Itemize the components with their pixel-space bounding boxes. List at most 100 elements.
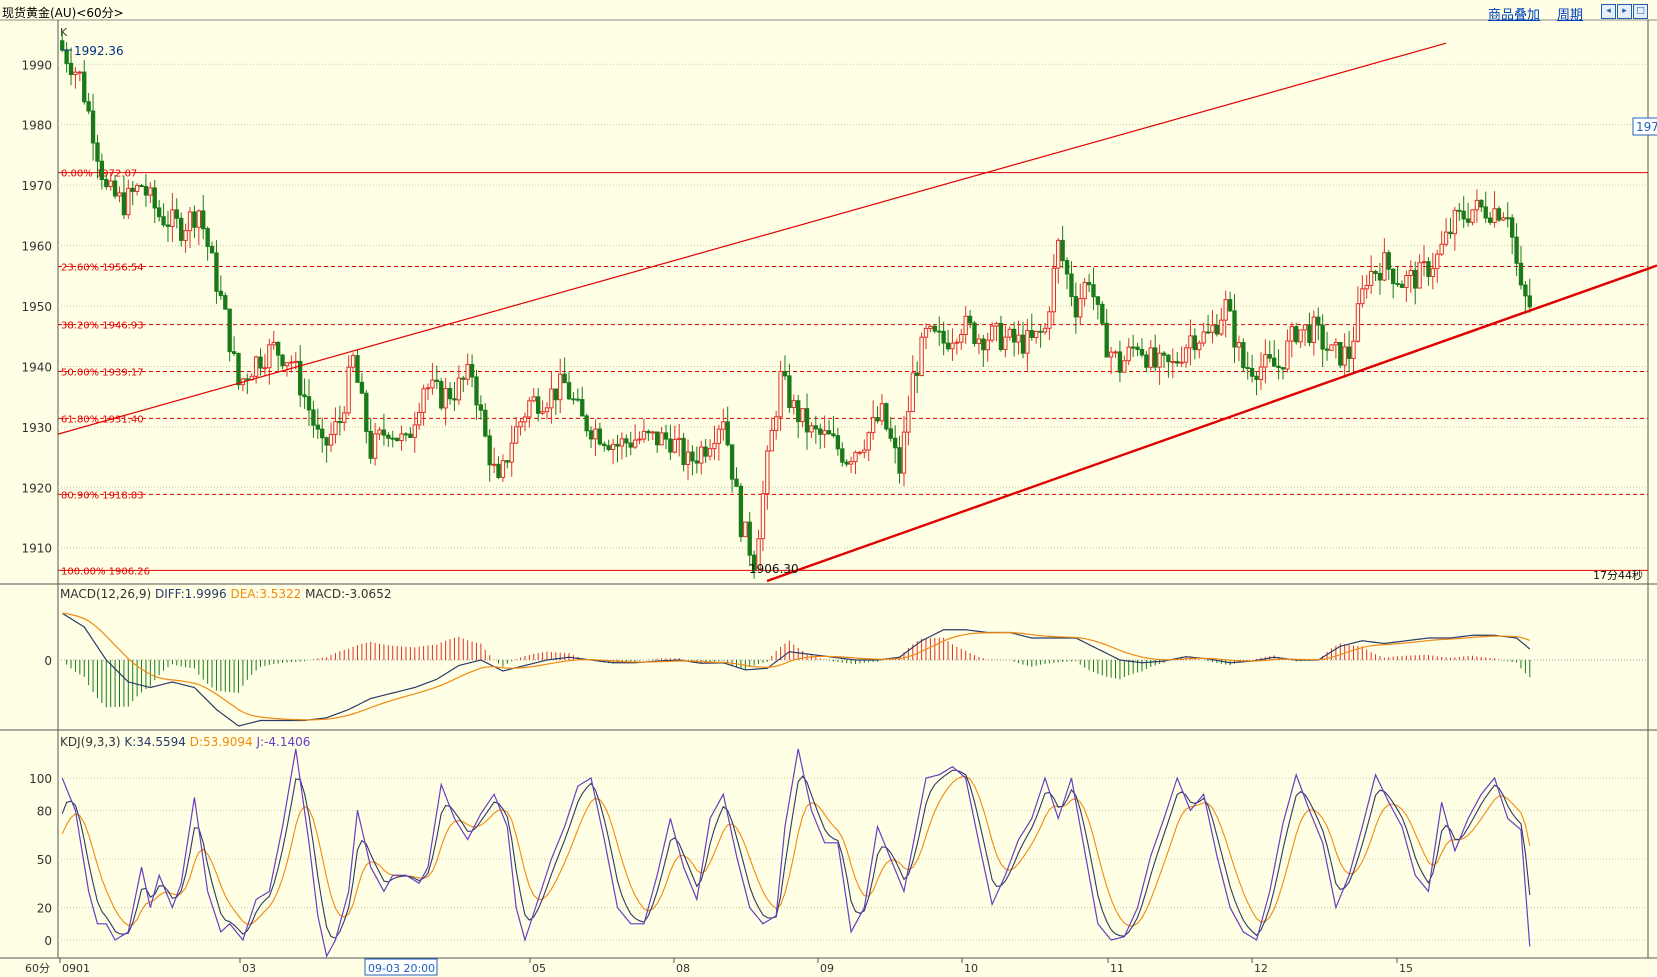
- candle-body: [721, 421, 726, 430]
- x-tick-label: 05: [532, 962, 546, 975]
- macd-legend-part: DEA:3.5322: [227, 587, 302, 601]
- scroll-right-icon[interactable]: ▸: [1617, 4, 1632, 19]
- candle-body: [1298, 329, 1303, 343]
- candle-body: [1219, 319, 1224, 335]
- current-price-label: 1978.02: [1636, 120, 1657, 134]
- candle-body: [1320, 324, 1325, 350]
- macd-legend-part: DIFF:1.9996: [151, 587, 227, 601]
- y-tick-label: 1950: [21, 300, 52, 314]
- candle-body: [1161, 352, 1167, 356]
- candle-body: [901, 431, 907, 474]
- candle-body: [1100, 303, 1105, 324]
- candle-body: [1501, 217, 1506, 221]
- candle-body: [848, 461, 854, 465]
- candle-body: [1042, 327, 1048, 333]
- y-tick-label: 1970: [21, 179, 52, 193]
- candle-body: [954, 341, 960, 344]
- candle-body: [1148, 347, 1153, 368]
- candle-body: [1139, 348, 1145, 356]
- candle-body: [558, 373, 563, 401]
- candle-body: [152, 187, 157, 209]
- candle-body: [826, 430, 832, 435]
- candle-body: [610, 443, 616, 451]
- candle-body: [1333, 341, 1339, 346]
- candle-body: [884, 403, 889, 430]
- candle-body: [632, 439, 638, 448]
- candle-body: [1465, 218, 1471, 223]
- candle-body: [791, 400, 796, 409]
- candle-body: [1135, 346, 1140, 350]
- candle-body: [430, 379, 435, 389]
- candle-body: [1051, 267, 1056, 313]
- candle-body: [1457, 209, 1462, 212]
- macd-zero-label: 0: [44, 654, 52, 668]
- candle-body: [1205, 331, 1211, 334]
- candle-body: [447, 388, 453, 400]
- kdj-k-line: [61, 769, 1531, 939]
- candle-body: [1461, 210, 1466, 220]
- candle-body: [663, 432, 669, 440]
- candle-body: [95, 142, 100, 162]
- candle-body: [575, 398, 581, 401]
- candle-body: [1104, 322, 1109, 358]
- candle-body: [1373, 270, 1378, 274]
- candle-body: [888, 428, 893, 439]
- candle-body: [1289, 326, 1294, 342]
- candle-body: [104, 179, 109, 188]
- fib-level-label: 23.60% 1956.54: [61, 263, 144, 274]
- candle-body: [703, 446, 708, 457]
- candle-body: [571, 398, 576, 401]
- x-tick-label: 11: [1110, 962, 1124, 975]
- y-tick-label: 1960: [21, 240, 52, 254]
- y-tick-label: 1980: [21, 119, 52, 133]
- scroll-left-icon[interactable]: ◂: [1601, 4, 1616, 19]
- candle-body: [707, 448, 713, 457]
- maximize-icon[interactable]: □: [1633, 4, 1648, 19]
- candle-body: [681, 437, 686, 465]
- window-title: 现货黄金(AU)<60分>: [2, 6, 124, 20]
- candle-body: [1078, 298, 1083, 318]
- candle-body: [82, 71, 87, 103]
- candle-body: [425, 387, 431, 390]
- high-price-label: 1992.36: [74, 44, 124, 58]
- candle-body: [522, 416, 528, 423]
- candle-body: [1047, 311, 1052, 329]
- candle-body: [1144, 354, 1149, 368]
- candle-body: [1368, 270, 1374, 286]
- candle-body: [1408, 269, 1413, 276]
- candle-body: [897, 447, 902, 474]
- candle-body: [1117, 351, 1123, 373]
- macd-legend: MACD(12,26,9) DIFF:1.9996 DEA:3.5322 MAC…: [60, 587, 391, 601]
- candle-body: [527, 400, 532, 418]
- candle-body: [205, 228, 210, 247]
- candle-body: [117, 192, 122, 197]
- candle-body: [800, 408, 805, 423]
- candle-body: [1360, 288, 1365, 305]
- candle-body: [1276, 365, 1281, 369]
- y-tick-label: 1990: [21, 58, 52, 72]
- candle-body: [694, 460, 700, 464]
- candle-body: [1399, 283, 1405, 288]
- candle-body: [469, 363, 475, 378]
- candle-body: [359, 381, 365, 394]
- x-tick-label: 15: [1399, 962, 1413, 975]
- candle-body: [465, 363, 470, 380]
- overlay-button[interactable]: 商品叠加: [1488, 8, 1541, 23]
- candle-body: [544, 407, 550, 413]
- period-button[interactable]: 周期: [1557, 8, 1584, 23]
- candle-body: [1324, 348, 1330, 351]
- fib-level-label: 80.90% 1918.83: [61, 490, 144, 501]
- candle-body: [179, 217, 184, 241]
- channel-upper-line: [57, 42, 1447, 435]
- candle-body: [712, 442, 717, 450]
- candle-body: [77, 71, 83, 74]
- candle-body: [1073, 296, 1079, 318]
- candle-body: [381, 429, 387, 436]
- candle-body: [1479, 199, 1484, 208]
- candle-body: [677, 437, 682, 441]
- low-price-label: 1906.30: [749, 562, 799, 576]
- candle-body: [1232, 310, 1237, 348]
- candle-body: [275, 341, 281, 356]
